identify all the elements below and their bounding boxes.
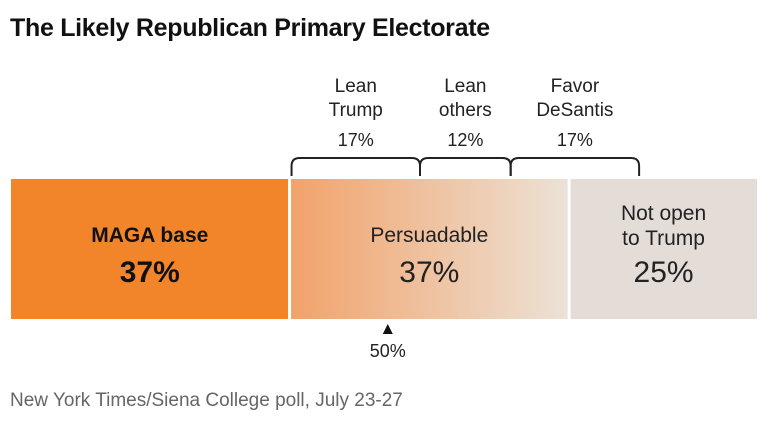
segment-label-maga-base: MAGA base <box>91 224 208 247</box>
bar-segment-maga-base <box>10 178 290 320</box>
sub-value-lean-others: 12% <box>447 130 483 150</box>
sub-label-favor-desantis: Favor <box>551 76 600 97</box>
sub-label-lean-trump: Lean <box>335 76 377 97</box>
source-note: New York Times/Siena College poll, July … <box>10 390 403 411</box>
sub-label-lean-others: others <box>439 100 492 121</box>
brace-favor-desantis <box>509 157 641 176</box>
brace-lean-trump <box>290 157 421 176</box>
sub-label-lean-others: Lean <box>444 76 486 97</box>
segment-value-maga-base: 37% <box>120 256 180 289</box>
bar-segment-not-open-to-trump <box>569 178 758 320</box>
chart-title: The Likely Republican Primary Electorate <box>10 14 490 42</box>
sub-label-lean-trump: Trump <box>329 100 383 121</box>
bar-segment-persuadable <box>289 178 570 320</box>
brace-lean-others <box>419 157 512 176</box>
marker-arrow-icon <box>382 324 393 334</box>
sub-label-favor-desantis: DeSantis <box>536 100 613 121</box>
segment-label-not-open-to-trump: Not open <box>621 202 706 225</box>
sub-value-favor-desantis: 17% <box>557 130 593 150</box>
segment-value-not-open-to-trump: 25% <box>634 256 694 289</box>
marker-label: 50% <box>370 341 406 361</box>
segment-label-not-open-to-trump: to Trump <box>622 227 705 250</box>
sub-value-lean-trump: 17% <box>338 130 374 150</box>
segment-value-persuadable: 37% <box>399 256 459 289</box>
segment-label-persuadable: Persuadable <box>370 224 488 247</box>
bar-outline <box>9 177 759 321</box>
